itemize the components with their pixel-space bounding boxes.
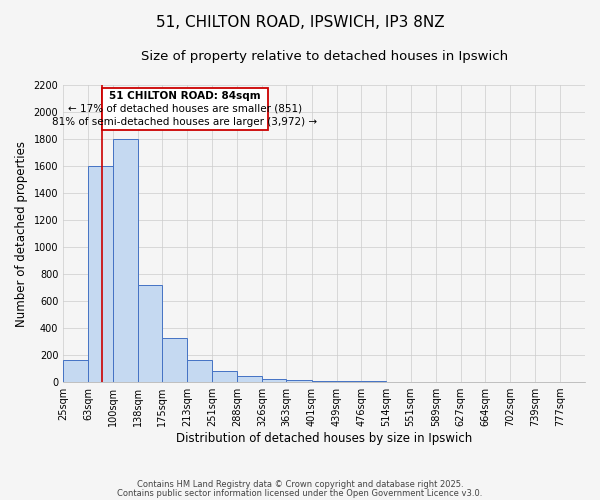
Y-axis label: Number of detached properties: Number of detached properties	[15, 140, 28, 326]
Bar	[138, 285, 162, 382]
Bar	[187, 360, 212, 382]
Bar	[113, 139, 138, 382]
Bar	[212, 372, 237, 382]
Bar	[311, 380, 337, 382]
Bar	[162, 338, 187, 382]
X-axis label: Distribution of detached houses by size in Ipswich: Distribution of detached houses by size …	[176, 432, 472, 445]
Text: 51 CHILTON ROAD: 84sqm: 51 CHILTON ROAD: 84sqm	[109, 91, 261, 101]
Bar	[262, 378, 286, 382]
Bar	[237, 376, 262, 382]
Bar	[63, 360, 88, 382]
Text: Contains HM Land Registry data © Crown copyright and database right 2025.: Contains HM Land Registry data © Crown c…	[137, 480, 463, 489]
Text: 81% of semi-detached houses are larger (3,972) →: 81% of semi-detached houses are larger (…	[52, 117, 317, 127]
Text: ← 17% of detached houses are smaller (851): ← 17% of detached houses are smaller (85…	[68, 104, 302, 114]
Title: Size of property relative to detached houses in Ipswich: Size of property relative to detached ho…	[140, 50, 508, 63]
Text: 51, CHILTON ROAD, IPSWICH, IP3 8NZ: 51, CHILTON ROAD, IPSWICH, IP3 8NZ	[155, 15, 445, 30]
Bar	[88, 166, 113, 382]
FancyBboxPatch shape	[102, 88, 268, 130]
Bar	[286, 380, 311, 382]
Text: Contains public sector information licensed under the Open Government Licence v3: Contains public sector information licen…	[118, 489, 482, 498]
